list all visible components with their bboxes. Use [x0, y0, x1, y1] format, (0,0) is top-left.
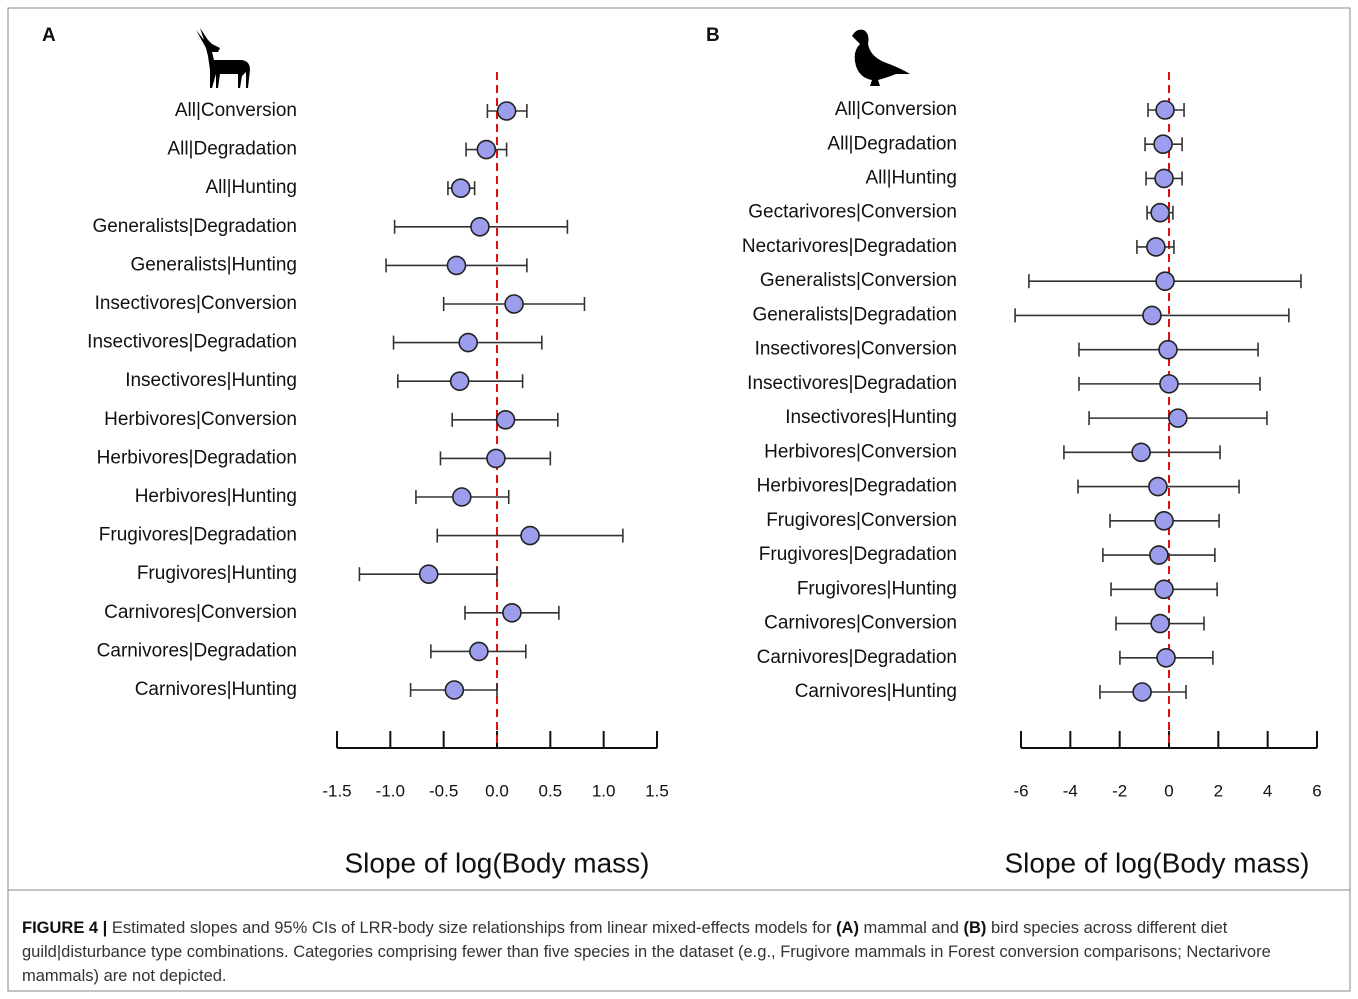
estimate-point: [504, 294, 524, 314]
category-label: Carnivores|Conversion: [764, 613, 957, 634]
x-tick-label: 0.0: [485, 781, 509, 800]
category-label: All|Conversion: [175, 100, 297, 121]
category-label: Insectivores|Degradation: [87, 332, 297, 353]
x-tick-label: 6: [1312, 781, 1321, 800]
category-label: Herbivores|Hunting: [135, 486, 297, 507]
estimate-point: [418, 564, 439, 585]
panel-label: A: [42, 25, 56, 46]
category-label: Frugivores|Degradation: [759, 544, 957, 565]
estimate-point: [1158, 339, 1178, 360]
estimate-point: [446, 255, 467, 276]
category-label: Generalists|Degradation: [752, 304, 957, 325]
category-label: Insectivores|Hunting: [125, 370, 297, 391]
estimate-point: [469, 641, 489, 662]
category-label: Carnivores|Hunting: [795, 681, 957, 702]
category-label: Herbivores|Degradation: [757, 476, 957, 497]
estimate-point: [1154, 511, 1174, 531]
estimate-point: [470, 217, 490, 237]
estimate-point: [451, 487, 472, 507]
category-label: Carnivores|Degradation: [97, 640, 297, 661]
category-label: Frugivores|Degradation: [99, 525, 297, 546]
estimate-point: [1148, 476, 1168, 497]
category-label: Frugivores|Hunting: [797, 578, 957, 599]
category-label: All|Degradation: [167, 139, 297, 160]
x-tick-label: -4: [1063, 781, 1078, 800]
category-label: Insectivores|Conversion: [95, 293, 297, 314]
caption-text: FIGURE 4 |: [22, 919, 108, 937]
x-tick-label: -1.0: [376, 781, 405, 800]
estimate-point: [444, 680, 465, 700]
estimate-point: [1156, 647, 1176, 668]
category-label: Generalists|Degradation: [92, 216, 297, 237]
bird-icon: [852, 29, 910, 87]
estimate-point: [458, 332, 479, 353]
x-axis-title: Slope of log(Body mass): [344, 847, 649, 878]
estimate-point: [496, 101, 517, 121]
category-label: All|Conversion: [835, 99, 957, 120]
estimate-point: [449, 371, 470, 392]
x-tick-label: 1.5: [645, 781, 669, 800]
category-label: Insectivores|Hunting: [785, 407, 957, 428]
estimate-point: [520, 525, 540, 546]
estimate-point: [1168, 408, 1188, 428]
category-label: Insectivores|Conversion: [755, 339, 957, 360]
caption-text: (B): [963, 919, 987, 937]
category-label: All|Hunting: [205, 177, 297, 198]
x-tick-label: 0: [1164, 781, 1173, 800]
category-label: Carnivores|Degradation: [757, 647, 957, 668]
caption-text: mammal and: [858, 919, 964, 937]
estimate-point: [1150, 202, 1170, 223]
category-label: Carnivores|Hunting: [135, 679, 297, 700]
category-label: Nectarivores|Degradation: [742, 236, 957, 257]
estimate-point: [1146, 237, 1166, 257]
category-label: Generalists|Hunting: [130, 254, 297, 275]
x-tick-label: -0.5: [429, 781, 458, 800]
estimate-point: [486, 448, 506, 469]
category-label: All|Degradation: [827, 133, 957, 154]
caption-text: bird species across different diet guild…: [22, 919, 1271, 985]
estimate-point: [1154, 168, 1174, 189]
category-label: Carnivores|Conversion: [104, 602, 297, 623]
x-tick-label: 0.5: [539, 781, 563, 800]
x-tick-label: -2: [1112, 781, 1127, 800]
x-tick-label: 1.0: [592, 781, 616, 800]
category-label: All|Hunting: [865, 167, 957, 188]
estimate-point: [1159, 374, 1179, 394]
panel-label: B: [706, 25, 720, 46]
estimate-point: [1153, 134, 1173, 155]
estimate-point: [1149, 545, 1169, 565]
category-label: Herbivores|Conversion: [104, 409, 297, 430]
x-tick-label: 4: [1263, 781, 1272, 800]
estimate-point: [1154, 579, 1174, 600]
category-label: Frugivores|Conversion: [766, 510, 957, 531]
category-label: Gectarivores|Conversion: [748, 202, 957, 223]
category-label: Frugivores|Hunting: [137, 563, 297, 584]
estimate-point: [1155, 271, 1175, 291]
estimate-point: [1155, 100, 1175, 120]
estimate-point: [450, 178, 471, 198]
x-tick-label: -6: [1013, 781, 1028, 800]
x-tick-label: -1.5: [322, 781, 351, 800]
frame: [7, 7, 1351, 992]
caption-text: (A): [836, 919, 859, 937]
estimate-point: [502, 602, 522, 623]
category-label: Generalists|Conversion: [760, 270, 957, 291]
estimate-point: [476, 139, 497, 160]
x-tick-label: 2: [1214, 781, 1223, 800]
caption-text: Estimated slopes and 95% CIs of LRR-body…: [107, 919, 837, 937]
category-label: Insectivores|Degradation: [747, 373, 957, 394]
estimate-point: [1150, 613, 1170, 634]
estimate-point: [1142, 305, 1162, 326]
estimate-point: [1132, 682, 1152, 702]
estimate-point: [1131, 442, 1151, 463]
estimate-point: [495, 409, 516, 430]
category-label: Herbivores|Degradation: [97, 447, 297, 468]
caption: FIGURE 4 | Estimated slopes and 95% CIs …: [22, 916, 1340, 988]
x-axis-title: Slope of log(Body mass): [1004, 847, 1309, 878]
mammal-icon: [196, 28, 250, 88]
category-label: Herbivores|Conversion: [764, 441, 957, 462]
